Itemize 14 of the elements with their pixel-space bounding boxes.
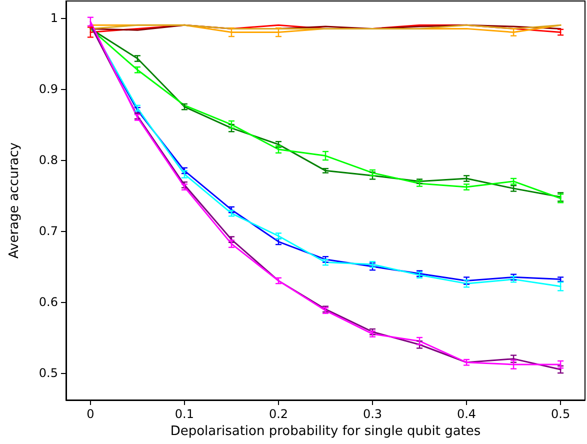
- y-tick-label: 0.8: [38, 153, 58, 168]
- y-tick-label: 0.6: [38, 295, 58, 310]
- x-tick-label: 0.3: [362, 407, 382, 421]
- y-tick-label: 0.9: [38, 82, 58, 96]
- x-tick-label: 0.1: [174, 407, 194, 421]
- x-tick-label: 0: [86, 407, 94, 421]
- y-tick-label: 0.5: [38, 366, 58, 380]
- x-tick-label: 0.4: [456, 407, 476, 421]
- y-tick-label: 0.7: [38, 224, 58, 238]
- x-axis-title: Depolarisation probability for single qubit gates: [170, 424, 481, 439]
- x-tick-label: 0.2: [268, 407, 288, 421]
- x-tick-label: 0.5: [551, 407, 570, 421]
- y-axis-title: Average accuracy: [7, 142, 22, 259]
- y-tick-label: 1: [50, 11, 58, 26]
